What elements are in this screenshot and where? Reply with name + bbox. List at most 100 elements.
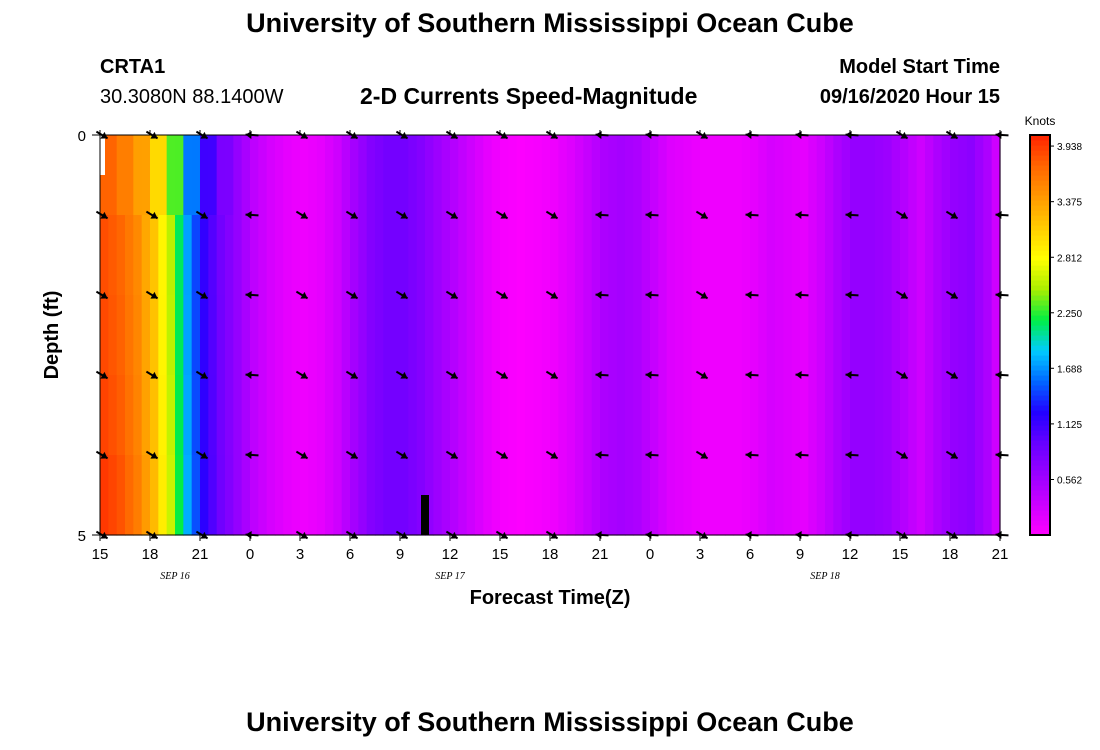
colorbar-segment [1030,455,1050,461]
colorbar-segment [1030,505,1050,511]
heatmap-cell [383,455,392,536]
heatmap-cell [267,215,276,296]
heatmap-cell [392,375,401,456]
heatmap-cell [767,215,776,296]
heatmap-cell [258,215,267,296]
heatmap-cell [742,295,751,376]
heatmap-cell [250,135,259,216]
heatmap-cell [667,375,676,456]
heatmap-cell [783,455,792,536]
heatmap-cell [958,135,967,216]
heatmap-cell [675,215,684,296]
heatmap-cell [233,375,242,456]
heatmap-cell [900,375,909,456]
heatmap-cell [292,215,301,296]
heatmap-cell [742,215,751,296]
heatmap-cell [875,375,884,456]
heatmap-cell [458,135,467,216]
heatmap-cell [775,455,784,536]
heatmap-cell [158,455,167,536]
colorbar-tick-label: 2.812 [1057,253,1082,264]
heatmap-cell [108,295,117,376]
heatmap-cell [425,215,434,296]
heatmap-cell [442,455,451,536]
heatmap-cell [850,135,859,216]
heatmap-cell [125,295,134,376]
x-tick-label: 0 [246,546,254,563]
heatmap-cell [733,215,742,296]
heatmap-cell [367,295,376,376]
heatmap-cell [525,215,534,296]
heatmap-cell [633,295,642,376]
heatmap-cell [967,215,976,296]
x-tick-label: 12 [842,546,859,563]
heatmap-cell [825,295,834,376]
heatmap-cell [375,455,384,536]
colorbar-segment [1030,255,1050,261]
heatmap-cell [683,375,692,456]
heatmap-cell [575,375,584,456]
heatmap-cell [300,215,309,296]
heatmap-cell [933,215,942,296]
heatmap-cell [475,375,484,456]
heatmap-cell [775,215,784,296]
colorbar-segment [1030,445,1050,451]
heatmap-cell [633,215,642,296]
heatmap-cell [250,295,259,376]
colorbar-tick-label: 3.938 [1057,142,1082,153]
heatmap-cell [867,375,876,456]
x-tick-label: 21 [192,546,209,563]
heatmap-cell [683,135,692,216]
heatmap-cell [875,135,884,216]
heatmap-cell [242,375,251,456]
heatmap-cell [158,215,167,296]
heatmap-cell [650,215,659,296]
heatmap-cell [892,455,901,536]
heatmap-cell [267,455,276,536]
heatmap-cell [508,375,517,456]
heatmap-cell [150,215,159,296]
colorbar-segment [1030,345,1050,351]
heatmap-cell [317,375,326,456]
heatmap-cell [883,135,892,216]
heatmap-cell [908,135,917,216]
heatmap-cell [925,455,934,536]
colorbar-tick-label: 1.125 [1057,420,1082,431]
heatmap-cell [842,375,851,456]
colorbar-segment [1030,485,1050,491]
x-tick-label: 9 [396,546,404,563]
heatmap-cell [900,135,909,216]
colorbar-segment [1030,305,1050,311]
heatmap-cell [500,215,509,296]
heatmap-cell [625,375,634,456]
heatmap-cell [550,135,559,216]
heatmap-cell [492,135,501,216]
heatmap-cell [108,375,117,456]
heatmap-cell [308,295,317,376]
heatmap-cell [183,455,192,536]
heatmap-cell [667,455,676,536]
heatmap-cell [692,295,701,376]
heatmap-cell [917,375,926,456]
heatmap-cell [508,295,517,376]
heatmap-cell [875,455,884,536]
heatmap-cell [450,375,459,456]
heatmap-cell [325,135,334,216]
heatmap-cell [133,135,142,216]
heatmap-cell [125,375,134,456]
heatmap-cell [175,215,184,296]
heatmap-cell [117,295,126,376]
heatmap-cell [708,375,717,456]
heatmap-cell [167,375,176,456]
heatmap-cell [133,375,142,456]
heatmap-cell [225,295,234,376]
heatmap-cell [250,215,259,296]
heatmap-cell [967,375,976,456]
heatmap-cell [808,215,817,296]
heatmap-cell [542,455,551,536]
heatmap-cell [700,215,709,296]
heatmap-cell [858,375,867,456]
heatmap-cell [667,215,676,296]
heatmap-cell [258,375,267,456]
heatmap-cell [650,295,659,376]
